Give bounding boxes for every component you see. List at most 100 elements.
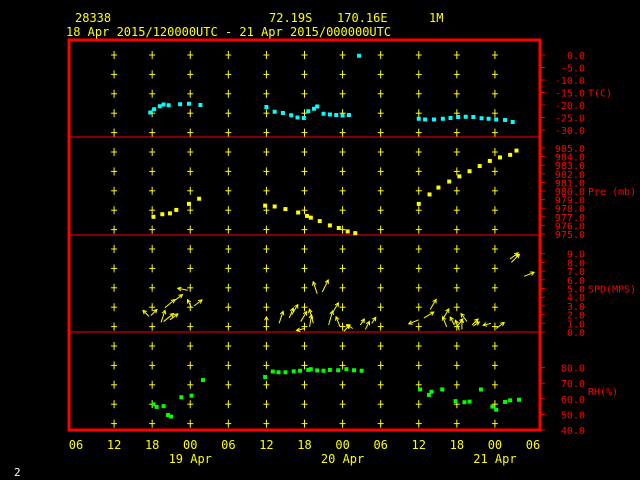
pres-point xyxy=(508,152,513,157)
wind-arrow-head xyxy=(142,309,147,315)
panel-label-temp: T(C) xyxy=(588,89,612,100)
wind-arrow-head xyxy=(407,320,413,325)
wind-arrow xyxy=(160,310,166,323)
pres-point xyxy=(283,207,288,212)
wind-arrow-head xyxy=(302,310,308,316)
pres-point xyxy=(436,185,441,190)
y-tick-label: 980.0 xyxy=(555,187,585,198)
rh-point xyxy=(418,387,423,392)
wind-arrow-head xyxy=(445,308,450,313)
temp-point xyxy=(340,113,345,118)
wind-arrow xyxy=(312,281,318,294)
temp-point xyxy=(312,106,317,111)
temp-point xyxy=(440,116,445,121)
rh-point xyxy=(263,374,268,379)
wind-arrow xyxy=(163,313,174,322)
wind-arrow xyxy=(335,316,341,327)
pres-point xyxy=(160,212,165,217)
y-tick-label: -5.0 xyxy=(561,64,585,75)
x-tick-label: 06 xyxy=(526,438,540,452)
pres-point xyxy=(457,174,462,179)
temp-point xyxy=(280,111,285,115)
pres-point xyxy=(336,225,341,230)
wind-arrow-head xyxy=(459,318,465,324)
panel-label-wind: SPD(MPS) xyxy=(588,285,636,296)
wind-arrow xyxy=(150,309,158,316)
wind-arrow-head xyxy=(295,327,301,333)
rh-point xyxy=(291,369,296,374)
pres-point xyxy=(416,201,421,206)
y-tick-label: 983.0 xyxy=(555,161,585,172)
station-id: 28338 xyxy=(75,11,112,25)
pres-point xyxy=(487,158,492,163)
rh-point xyxy=(166,413,171,418)
wind-arrow-head xyxy=(345,323,351,329)
y-tick-label: 979.0 xyxy=(555,196,585,207)
wind-arrow-head xyxy=(178,294,184,299)
x-tick-label: 18 xyxy=(145,438,159,452)
pres-point xyxy=(174,207,179,212)
panel-label-pres: Pre (mb) xyxy=(588,187,636,198)
y-tick-label: -25.0 xyxy=(555,114,585,125)
pres-point xyxy=(272,204,277,209)
wind-arrow xyxy=(454,320,460,331)
pres-point xyxy=(514,148,519,153)
wind-arrow xyxy=(288,307,294,319)
y-tick-label: 984.0 xyxy=(555,153,585,164)
wind-arrow-head xyxy=(308,308,313,314)
y-tick-label: 981.0 xyxy=(555,178,585,189)
wind-arrow xyxy=(471,318,479,326)
rh-point xyxy=(359,368,364,373)
wind-arrow xyxy=(296,328,305,332)
temp-point xyxy=(479,116,484,121)
temp-point xyxy=(198,103,203,107)
wind-arrow-head xyxy=(161,309,167,315)
wind-arrow-head xyxy=(514,252,519,257)
rh-point xyxy=(453,399,458,404)
wind-arrow xyxy=(509,252,519,260)
rh-point xyxy=(151,402,156,407)
rh-point xyxy=(308,367,313,372)
pres-point xyxy=(497,155,502,160)
rh-point xyxy=(179,395,184,400)
temp-point xyxy=(315,104,320,109)
wind-arrow xyxy=(164,299,176,309)
rh-point xyxy=(462,400,467,405)
y-tick-label: 977.0 xyxy=(555,213,585,224)
rh-point xyxy=(490,404,495,409)
wind-arrow xyxy=(177,287,188,291)
wind-arrow xyxy=(423,311,435,319)
x-tick-label: 12 xyxy=(107,438,121,452)
pres-point xyxy=(345,229,350,234)
y-tick-label: 982.0 xyxy=(555,170,585,181)
date-label: 20 Apr xyxy=(321,452,364,466)
wind-arrow-head xyxy=(360,318,365,324)
y-tick-label: 9.0 xyxy=(567,250,585,261)
wind-arrow-head xyxy=(335,315,340,321)
x-tick-label: 00 xyxy=(488,438,502,452)
wind-arrow xyxy=(473,321,480,327)
wind-arrow-head xyxy=(324,279,329,284)
wind-arrow-head xyxy=(152,308,158,314)
pres-point xyxy=(308,215,313,220)
temp-point xyxy=(423,117,428,122)
wind-arrow-head xyxy=(308,313,314,319)
wind-arrow xyxy=(408,319,419,325)
rh-point xyxy=(154,404,159,409)
temp-point xyxy=(301,116,306,120)
y-tick-label: 4.0 xyxy=(567,293,585,304)
page-number: 2 xyxy=(14,466,21,479)
time-range: 18 Apr 2015/120000UTC - 21 Apr 2015/0000… xyxy=(66,25,392,39)
temp-point xyxy=(289,113,294,118)
date-label: 19 Apr xyxy=(169,452,212,466)
y-tick-label: 978.0 xyxy=(555,204,585,215)
temp-point xyxy=(157,104,162,109)
wind-arrow-head xyxy=(169,312,175,318)
rh-point xyxy=(283,370,288,375)
wind-arrow xyxy=(331,302,339,314)
wind-arrow-head xyxy=(482,322,488,327)
y-tick-label: 50.0 xyxy=(561,410,585,421)
y-tick-label: -20.0 xyxy=(555,101,585,112)
temp-point xyxy=(486,116,491,121)
temp-point xyxy=(510,120,515,124)
